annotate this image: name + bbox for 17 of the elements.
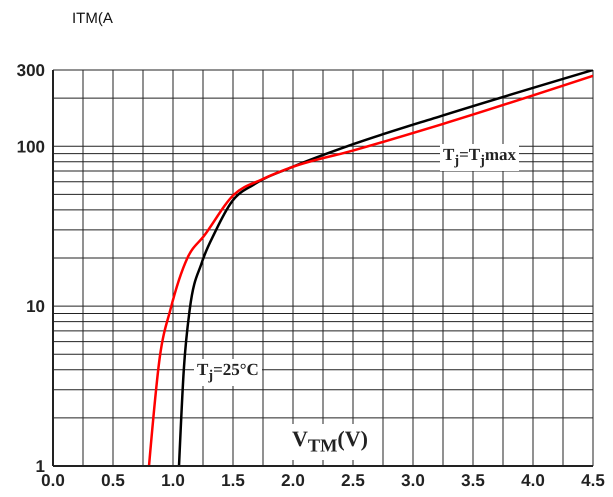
x-tick-label: 0.5 [101,471,125,490]
x-tick-label: 1.5 [221,471,245,490]
x-tick-label: 4.0 [521,471,545,490]
annotation: T$_{j}$=T$_{j}$max [440,144,519,172]
x-tick-label: 3.5 [461,471,485,490]
x-tick-label: 2.5 [341,471,365,490]
y-tick-label: 300 [16,61,45,80]
y-tick-label: 10 [26,297,45,316]
x-tick-label: 2.0 [281,471,305,490]
annotation: T$_{j}$=25°C [194,359,262,386]
y-tick-label: 100 [16,137,45,156]
y-axis-title: ITM(A [72,10,113,27]
x-tick-label: 1.0 [161,471,185,490]
x-tick-label: 4.5 [581,471,605,490]
x-axis-title: V$_{TM}$(V) [288,424,372,460]
x-tick-label: 3.0 [401,471,425,490]
x-tick-label: 0.0 [41,471,65,490]
